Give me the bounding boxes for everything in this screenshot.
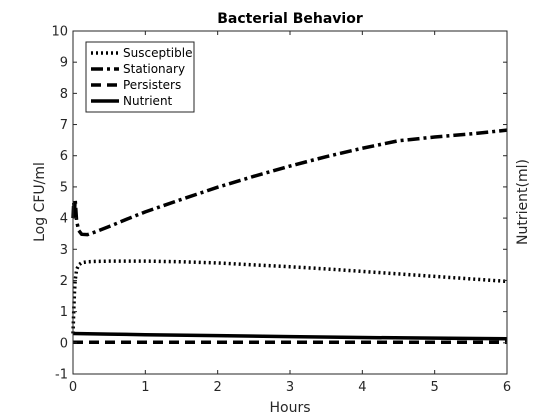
legend-label-nutrient: Nutrient (123, 94, 173, 108)
y-tick-label: 2 (60, 274, 68, 289)
legend: Susceptible Stationary Persisters Nutrient (85, 41, 195, 113)
y-axis-label: Log CFU/ml (32, 162, 48, 242)
y-tick-label: 4 (60, 212, 68, 227)
x-tick-label: 1 (141, 380, 149, 395)
legend-label-susceptible: Susceptible (123, 46, 192, 60)
y-tick-label: 5 (60, 180, 68, 195)
series-line-nutrient (72, 331, 508, 341)
x-tick-label: 2 (214, 380, 222, 395)
x-axis-label: Hours (269, 400, 310, 416)
legend-label-persisters: Persisters (123, 78, 181, 92)
legend-items: Susceptible Stationary Persisters Nutrient (91, 46, 192, 108)
x-tick-label: 3 (286, 380, 294, 395)
x-tick-label: 6 (503, 380, 511, 395)
y-tick-label: 8 (60, 87, 68, 102)
series-line-susceptible (71, 259, 508, 334)
legend-label-stationary: Stationary (123, 62, 185, 76)
y-tick-label: 1 (60, 305, 68, 320)
right-axis-label: Nutrient(ml) (515, 159, 531, 245)
x-tick-label: 5 (431, 380, 439, 395)
y-tick-label: 7 (60, 118, 68, 133)
series-line-stationary (71, 128, 508, 237)
y-tick-label: 10 (51, 25, 68, 40)
y-tick-label: 6 (60, 149, 68, 164)
x-axis: 0 1 2 3 4 5 6 (69, 31, 511, 395)
x-tick-label: 0 (69, 380, 77, 395)
y-tick-label: 9 (60, 56, 68, 71)
y-tick-label: 3 (60, 243, 68, 258)
y-axis: -1 0 1 2 3 4 5 6 7 8 9 10 (51, 25, 507, 383)
y-tick-label: -1 (55, 368, 68, 383)
chart-title: Bacterial Behavior (217, 11, 363, 27)
series-layer (71, 128, 508, 344)
y-tick-label: 0 (60, 336, 68, 351)
x-tick-label: 4 (358, 380, 366, 395)
